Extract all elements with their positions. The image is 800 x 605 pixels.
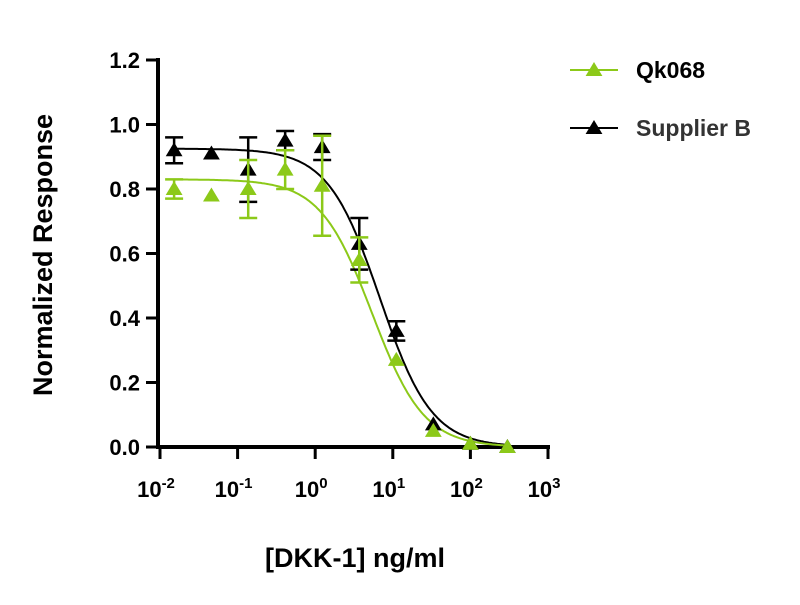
data-point — [350, 251, 368, 266]
fit-curve-supplier-b — [175, 147, 510, 446]
data-point — [313, 177, 331, 192]
legend-marker-triangle — [585, 120, 603, 134]
data-point — [239, 181, 257, 195]
y-tick-label: 1.0 — [109, 113, 140, 138]
data-point — [499, 439, 516, 453]
data-point — [165, 181, 183, 195]
y-tick-label: 1.2 — [109, 48, 140, 73]
data-point — [203, 187, 220, 202]
y-tick-label: 0.0 — [109, 435, 140, 460]
x-tick-label: 10-1 — [215, 475, 253, 502]
legend-label: Supplier B — [636, 115, 751, 141]
x-tick-label: 101 — [372, 475, 405, 502]
y-tick-label: 0.6 — [109, 242, 140, 267]
y-tick-label: 0.2 — [109, 371, 140, 396]
y-tick-label: 0.8 — [109, 177, 140, 202]
x-axis-label: [DKK-1] ng/ml — [265, 543, 445, 573]
data-point — [387, 351, 405, 366]
x-tick-label: 102 — [450, 475, 483, 502]
y-axis-label: Normalized Response — [28, 114, 58, 396]
x-tick-label: 103 — [528, 475, 561, 502]
fit-curve-qk068 — [175, 178, 510, 447]
legend-label: Qk068 — [636, 57, 705, 83]
legend-marker-triangle — [585, 62, 603, 76]
data-point — [165, 142, 183, 157]
data-point — [387, 322, 405, 337]
data-point — [276, 161, 294, 176]
y-tick-label: 0.4 — [109, 306, 140, 331]
x-tick-label: 10-2 — [137, 475, 175, 502]
data-point — [424, 422, 442, 437]
data-point — [462, 435, 479, 450]
data-point — [276, 132, 294, 147]
x-tick-label: 100 — [295, 475, 328, 502]
data-point — [203, 145, 220, 160]
